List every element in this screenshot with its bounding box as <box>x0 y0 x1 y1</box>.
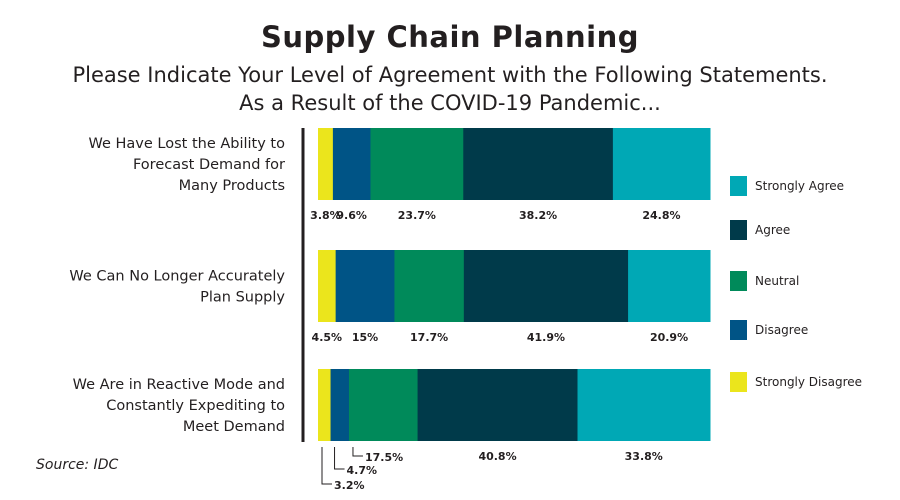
bar-segment <box>463 250 629 322</box>
category-label: We Are in Reactive Mode and <box>73 377 285 393</box>
legend-swatch <box>730 220 747 240</box>
bar-segment <box>612 128 711 200</box>
legend-label: Disagree <box>755 323 808 337</box>
category-label: Forecast Demand for <box>133 157 285 173</box>
data-label: 3.8% <box>310 209 341 222</box>
legend-label: Strongly Agree <box>755 179 844 193</box>
data-label: 17.5% <box>365 451 403 464</box>
data-label-leader <box>352 447 363 457</box>
bar-segment <box>335 250 395 322</box>
data-label: 24.8% <box>642 209 680 222</box>
data-label: 9.6% <box>336 209 367 222</box>
data-label: 15% <box>352 331 378 344</box>
category-label: We Have Lost the Ability to <box>88 136 285 152</box>
chart-subtitle-line-1: Please Indicate Your Level of Agreement … <box>72 63 828 87</box>
bar-segment <box>394 250 465 322</box>
legend-swatch <box>730 176 747 196</box>
category-label: Plan Supply <box>200 290 285 306</box>
category-label: We Can No Longer Accurately <box>69 269 285 285</box>
data-label: 20.9% <box>650 331 688 344</box>
data-label: 33.8% <box>625 450 663 463</box>
bar-segment <box>318 250 337 322</box>
data-label: 38.2% <box>519 209 557 222</box>
legend-swatch <box>730 372 747 392</box>
legend-label: Agree <box>755 223 790 237</box>
bar-segment <box>318 369 332 441</box>
data-label: 17.7% <box>410 331 448 344</box>
chart-title: Supply Chain Planning <box>260 20 640 54</box>
data-label: 3.2% <box>334 479 365 492</box>
bar-segment <box>417 369 579 441</box>
bar-segment <box>332 128 371 200</box>
data-label: 23.7% <box>398 209 436 222</box>
legend-swatch <box>730 320 747 340</box>
data-label: 41.9% <box>527 331 565 344</box>
bar-segment <box>370 128 464 200</box>
data-label-leader <box>334 447 345 470</box>
bar-segment <box>628 250 711 322</box>
data-label: 40.8% <box>478 450 516 463</box>
category-label: Constantly Expediting to <box>106 398 285 414</box>
legend-swatch <box>730 271 747 291</box>
data-label-leader <box>321 447 332 485</box>
bar-segment <box>577 369 711 441</box>
category-label: Meet Demand <box>183 419 285 435</box>
bar-segment <box>463 128 614 200</box>
legend-label: Neutral <box>755 274 799 288</box>
data-label: 4.5% <box>312 331 343 344</box>
chart-subtitle-line-2: As a Result of the COVID-19 Pandemic... <box>239 91 661 115</box>
source-note: Source: IDC <box>36 457 119 473</box>
data-label: 4.7% <box>347 464 378 477</box>
bar-segment <box>318 128 334 200</box>
legend-label: Strongly Disagree <box>755 375 862 389</box>
bar-segment <box>330 369 350 441</box>
bar-segment <box>348 369 419 441</box>
category-label: Many Products <box>179 178 285 194</box>
